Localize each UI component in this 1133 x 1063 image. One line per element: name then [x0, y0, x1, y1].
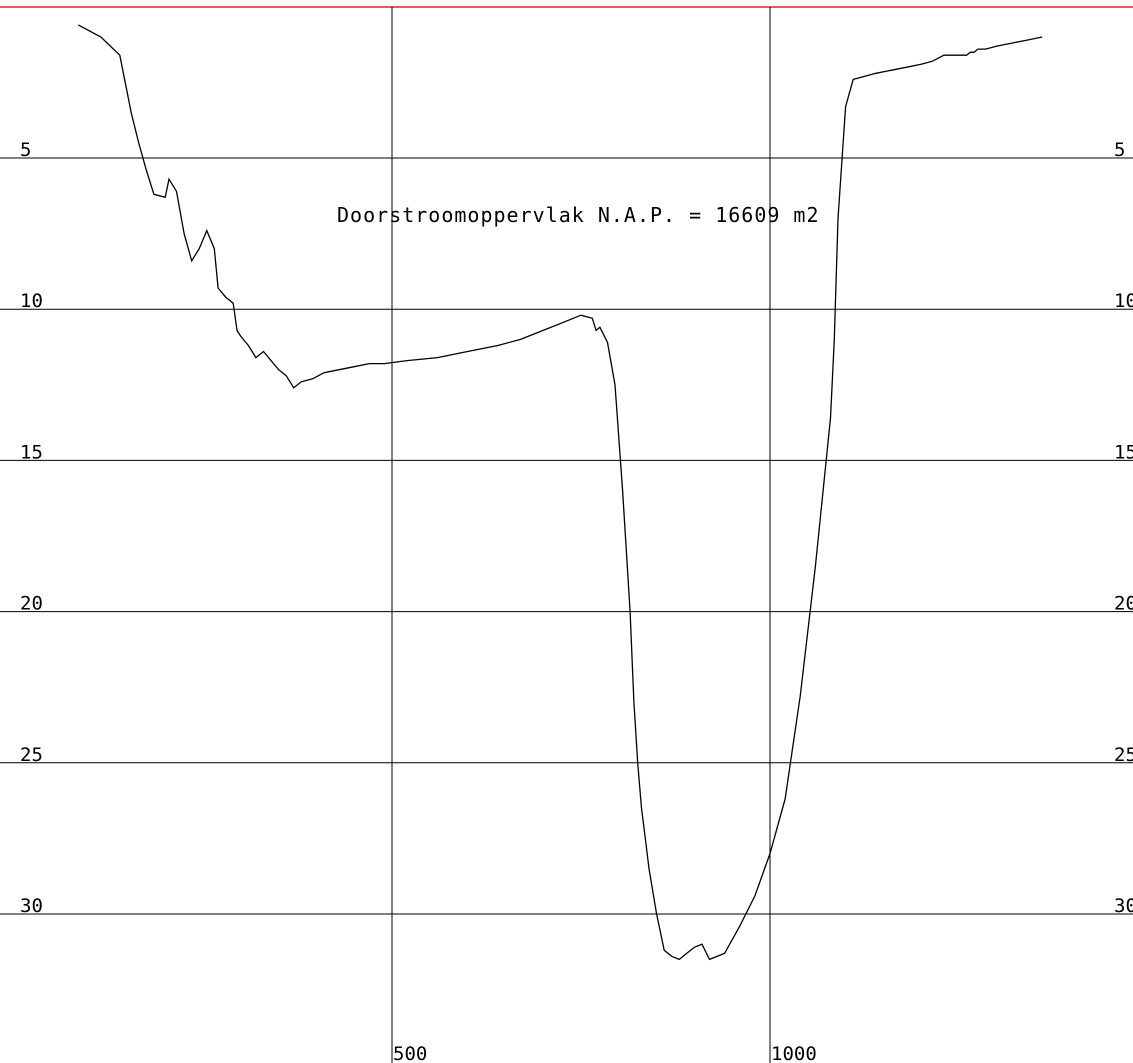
y-tick-label-left: 5: [20, 139, 31, 161]
y-tick-label-right: 30: [1114, 895, 1133, 917]
y-tick-label-left: 20: [20, 593, 43, 615]
y-tick-label-left: 30: [20, 895, 43, 917]
y-tick-label-right: 20: [1114, 593, 1133, 615]
y-tick-label-left: 15: [20, 441, 43, 463]
annotation-text: Doorstroomoppervlak N.A.P. = 16609 m2: [337, 203, 820, 227]
y-tick-label-right: 25: [1114, 744, 1133, 766]
y-tick-label-left: 25: [20, 744, 43, 766]
y-tick-label-left: 10: [20, 290, 43, 312]
y-tick-label-right: 15: [1114, 441, 1133, 463]
y-tick-label-right: 5: [1114, 139, 1125, 161]
x-tick-label: 500: [393, 1043, 427, 1063]
x-tick-label: 1000: [771, 1043, 817, 1063]
y-tick-label-right: 10: [1114, 290, 1133, 312]
